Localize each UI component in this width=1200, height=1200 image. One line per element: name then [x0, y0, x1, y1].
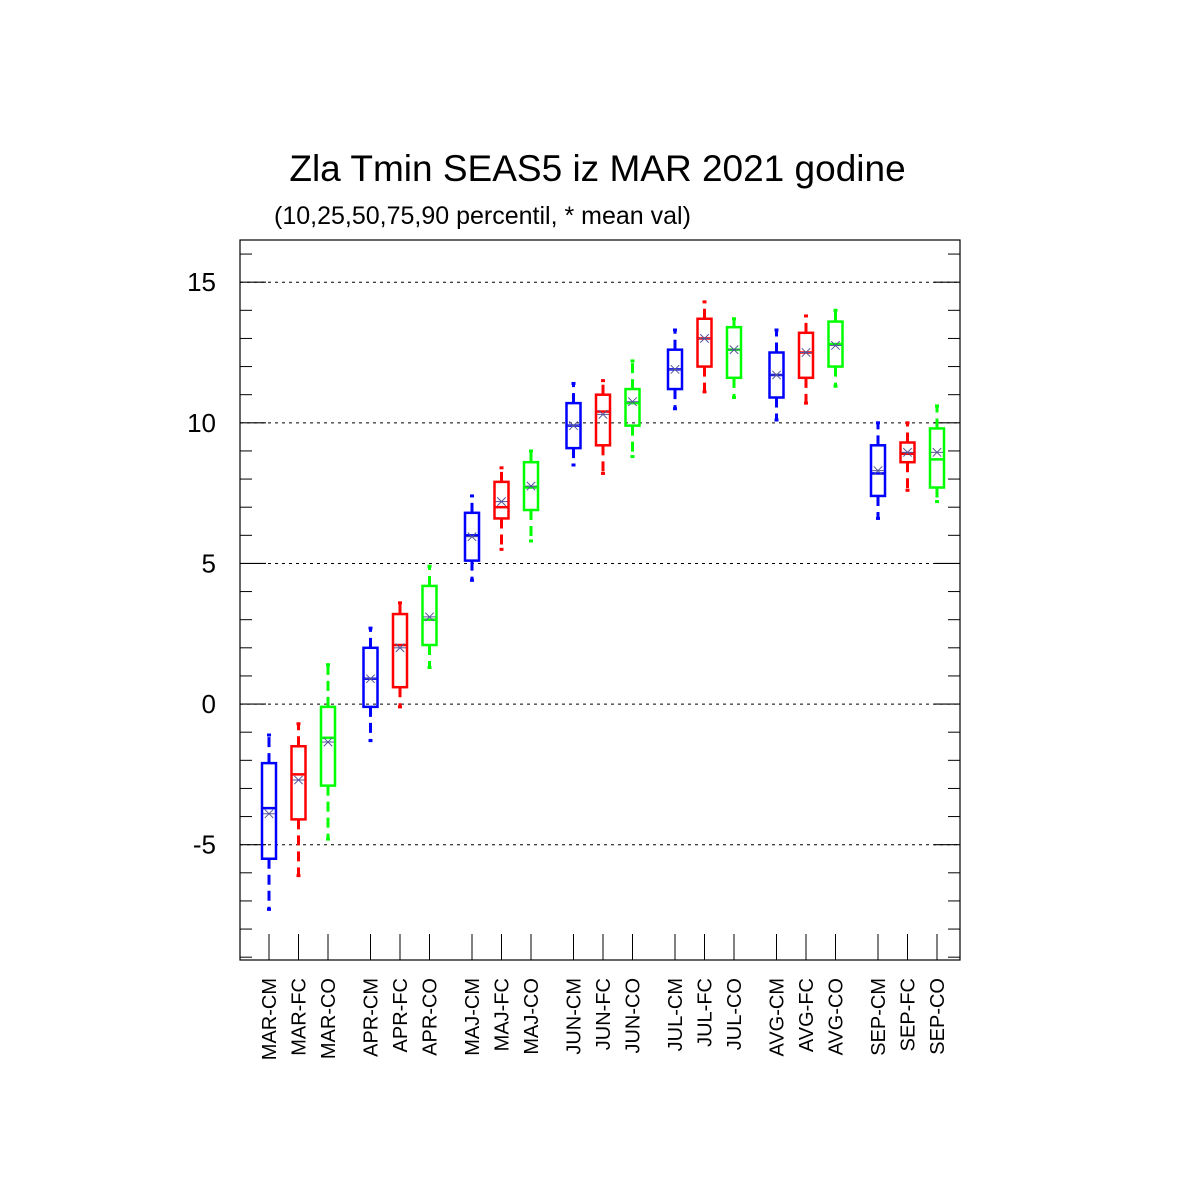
- mean-marker: [598, 409, 608, 419]
- plot-frame: [239, 239, 961, 961]
- mean-marker: [424, 612, 435, 622]
- y-tick-label: 5: [202, 548, 216, 578]
- x-tick-label: AVG-CM: [767, 978, 789, 1057]
- y-tick-label: 10: [187, 408, 216, 438]
- mean-marker: [771, 370, 782, 380]
- y-axis: -5 0 5 10 15: [187, 253, 960, 958]
- x-tick-label: SEP-FC: [898, 978, 920, 1051]
- mean-marker: [293, 775, 304, 785]
- box-mar-cm: [260, 733, 278, 911]
- x-tick-label: APR-CM: [361, 978, 383, 1057]
- x-tick-label: JUN-CO: [623, 978, 645, 1054]
- box-apr-co: [421, 564, 438, 669]
- box-iqr: [319, 705, 337, 787]
- box-iqr: [928, 427, 946, 489]
- x-tick-label: JUN-FC: [593, 978, 615, 1050]
- chart-subtitle: (10,25,50,75,90 percentil, * mean val): [274, 202, 691, 230]
- mean-marker: [873, 466, 883, 476]
- box-jul-co: [725, 317, 743, 399]
- x-tick-label: MAR-CM: [259, 978, 281, 1060]
- x-tick-label: JUL-CM: [665, 978, 687, 1051]
- box-jul-fc: [696, 300, 713, 394]
- x-tick-label: APR-FC: [390, 978, 412, 1052]
- mean-marker: [526, 481, 536, 491]
- mean-marker: [365, 674, 376, 684]
- box-iqr: [493, 480, 510, 520]
- x-tick-label: AVG-CO: [826, 978, 848, 1055]
- mean-marker: [670, 364, 680, 374]
- box-iqr: [290, 745, 307, 821]
- box-iqr: [624, 387, 641, 427]
- box-iqr: [594, 393, 612, 447]
- x-tick-label: JUL-CO: [724, 978, 746, 1050]
- x-tick-label: APR-CO: [420, 978, 442, 1056]
- box-iqr: [899, 441, 916, 464]
- box-sep-co: [928, 404, 946, 504]
- mean-marker: [496, 497, 507, 507]
- box-maj-co: [522, 449, 540, 543]
- mean-marker: [801, 347, 811, 358]
- box-apr-cm: [362, 626, 379, 743]
- box-jun-cm: [565, 381, 582, 467]
- gridlines: [240, 281, 960, 846]
- mean-marker: [627, 397, 638, 407]
- box-avg-co: [827, 308, 844, 388]
- box-iqr: [522, 460, 540, 512]
- box-avg-cm: [768, 328, 785, 422]
- box-iqr: [260, 761, 278, 860]
- x-tick-label: MAR-CO: [318, 978, 340, 1059]
- x-tick-label: MAJ-CM: [462, 978, 484, 1056]
- box-apr-fc: [391, 601, 409, 709]
- x-tick-label: MAJ-CO: [521, 978, 543, 1055]
- box-avg-fc: [797, 314, 815, 405]
- mean-marker: [830, 340, 841, 351]
- x-tick-label: AVG-FC: [796, 978, 818, 1052]
- y-tick-label: 0: [202, 689, 216, 719]
- mean-marker: [395, 643, 405, 653]
- box-iqr: [797, 331, 815, 380]
- box-iqr: [362, 646, 379, 709]
- box-iqr: [463, 511, 481, 562]
- box-iqr: [391, 612, 409, 689]
- mean-marker: [568, 421, 579, 431]
- box-sep-cm: [869, 421, 887, 520]
- x-tick-label: MAR-FC: [289, 978, 311, 1056]
- chart-title: Zla Tmin SEAS5 iz MAR 2021 godine: [289, 148, 906, 189]
- x-tick-label: JUL-FC: [695, 978, 717, 1047]
- box-maj-cm: [463, 494, 481, 582]
- box-jun-fc: [594, 379, 612, 475]
- box-iqr: [421, 584, 438, 647]
- box-maj-fc: [493, 466, 510, 551]
- x-tick-label: SEP-CO: [927, 978, 949, 1055]
- x-tick-label: MAJ-FC: [492, 978, 514, 1051]
- box-sep-fc: [899, 421, 916, 492]
- box-mar-fc: [290, 722, 307, 878]
- x-axis: MAR-CM MAR-FC MAR-CO APR-CM APR-FC APR-CO MAJ-…: [259, 934, 949, 1060]
- x-tick-label: SEP-CM: [868, 978, 890, 1056]
- box-jun-co: [624, 359, 641, 459]
- mean-marker: [902, 447, 913, 457]
- y-tick-label: -5: [193, 830, 216, 860]
- mean-marker: [729, 345, 739, 355]
- box-iqr: [696, 317, 713, 368]
- box-iqr: [725, 325, 743, 380]
- y-tick-label: 15: [187, 267, 216, 297]
- mean-marker: [264, 809, 274, 819]
- x-tick-label: JUN-CM: [564, 978, 586, 1055]
- mean-marker: [932, 447, 942, 457]
- mean-marker: [467, 532, 477, 542]
- box-mar-co: [319, 663, 337, 841]
- box-iqr: [869, 444, 887, 498]
- boxes: [260, 300, 946, 911]
- box-jul-cm: [666, 328, 684, 411]
- mean-marker: [323, 737, 333, 747]
- mean-marker: [699, 333, 710, 343]
